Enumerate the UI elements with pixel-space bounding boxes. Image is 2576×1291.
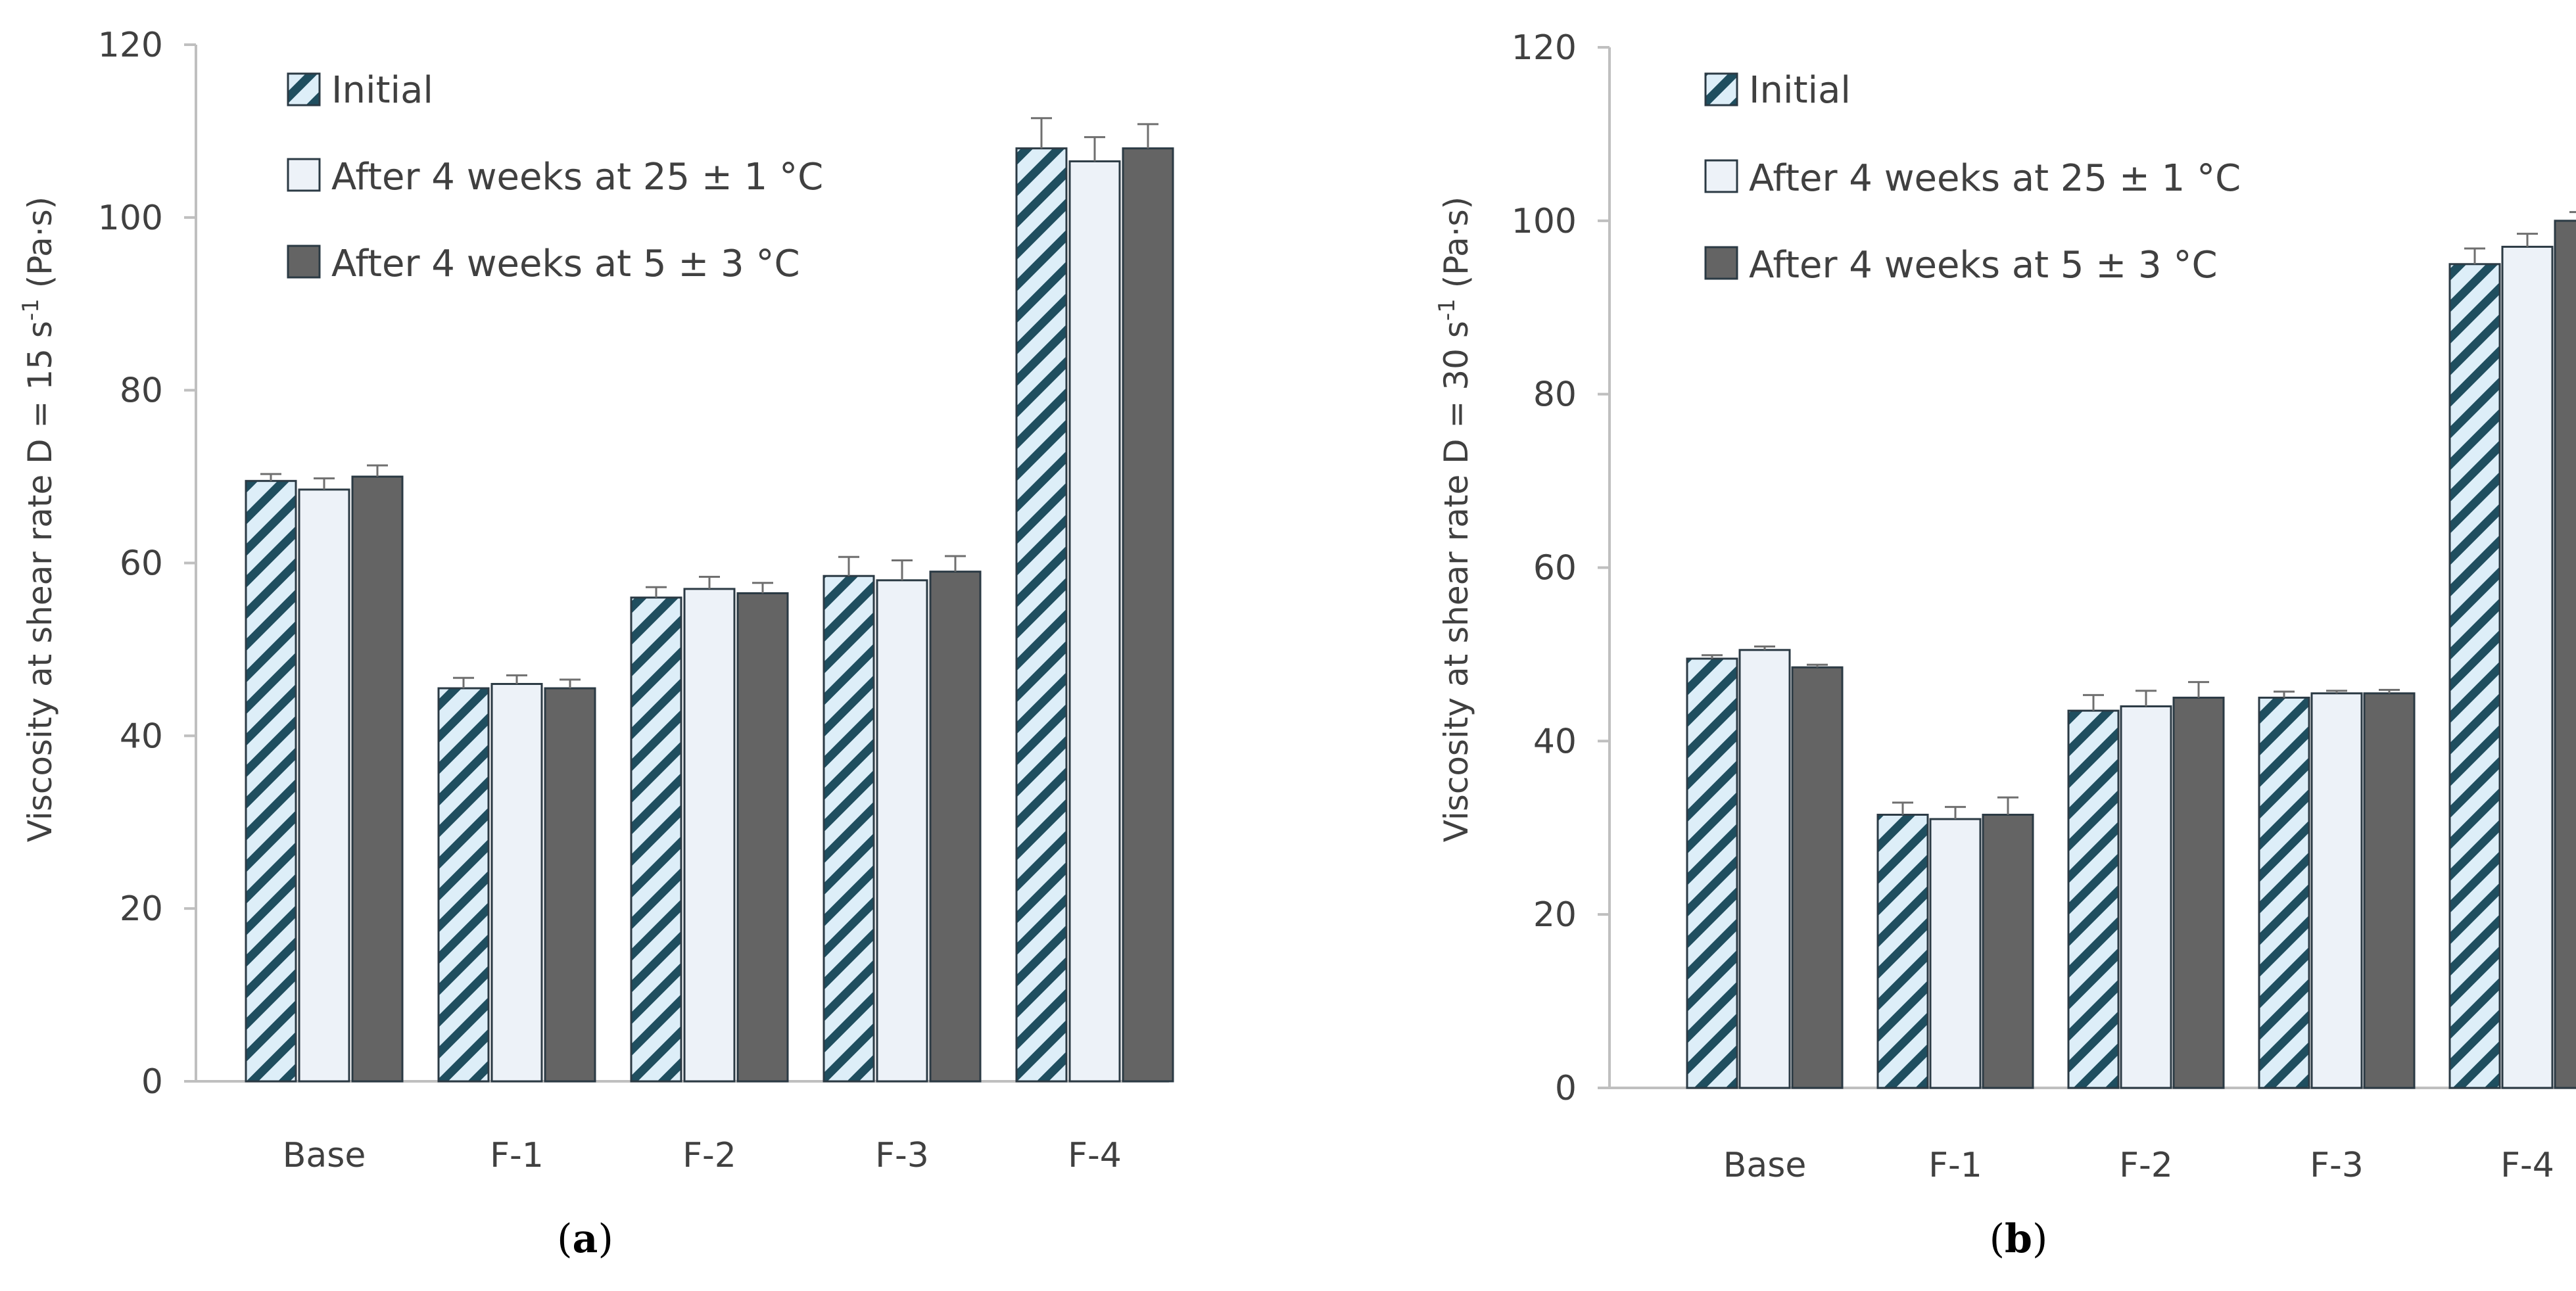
legend-item-initial: Initial bbox=[287, 69, 433, 112]
bar-25c-base bbox=[1738, 649, 1791, 1089]
y-axis-label-main: Viscosity at shear rate D = 30 s bbox=[1437, 321, 1475, 842]
bar-initial-f-1 bbox=[437, 687, 490, 1083]
bar-initial-base bbox=[245, 480, 297, 1083]
y-tick-label: 100 bbox=[1512, 202, 1577, 241]
bar-25c-f-3 bbox=[2310, 692, 2363, 1089]
y-tick-label: 20 bbox=[1533, 895, 1577, 935]
y-tick-label: 80 bbox=[120, 371, 163, 411]
bar-5c-f-3 bbox=[2363, 692, 2416, 1089]
legend-label-25c: After 4 weeks at 25 ± 1 °C bbox=[1749, 157, 2241, 200]
y-ticks-a: 0 20 40 60 80 100 120 bbox=[98, 26, 196, 1102]
y-axis-label-unit: (Pa·s) bbox=[21, 197, 59, 298]
x-category-label: F-3 bbox=[2310, 1146, 2364, 1185]
y-axis-label-main: Viscosity at shear rate D = 15 s bbox=[21, 321, 59, 842]
x-category-label: F-1 bbox=[490, 1136, 544, 1175]
bar-initial-base bbox=[1686, 657, 1738, 1089]
y-axis-label-sup: -1 bbox=[1434, 298, 1460, 321]
legend-label-initial: Initial bbox=[1749, 69, 1851, 112]
legend-label-initial: Initial bbox=[331, 69, 433, 112]
bar-5c-f-1 bbox=[544, 687, 596, 1083]
y-tick-label: 100 bbox=[98, 199, 163, 238]
chart-panel-a: 0 20 40 60 80 100 120 Base F-1 F-2 F-3 F-4 Viscosi… bbox=[18, 26, 1174, 1262]
legend-swatch-25c bbox=[1704, 159, 1738, 193]
legend-swatch-initial bbox=[1704, 72, 1738, 106]
y-tick-label: 80 bbox=[1533, 375, 1577, 415]
y-tick-label: 20 bbox=[120, 889, 163, 929]
bars-b bbox=[1686, 220, 2576, 1089]
bars-a bbox=[245, 147, 1174, 1083]
y-tick-label: 40 bbox=[1533, 722, 1577, 761]
y-tick-label: 120 bbox=[98, 26, 163, 65]
bar-initial-f-3 bbox=[823, 575, 875, 1083]
legend-label-5c: After 4 weeks at 5 ± 3 °C bbox=[331, 243, 800, 285]
x-category-label: Base bbox=[283, 1136, 366, 1175]
y-axis-label-unit: (Pa·s) bbox=[1437, 197, 1475, 298]
bar-5c-f-2 bbox=[736, 592, 789, 1083]
y-tick-label: 60 bbox=[120, 544, 163, 584]
bar-5c-f-4 bbox=[1122, 147, 1174, 1083]
x-category-label: F-2 bbox=[2119, 1146, 2173, 1185]
y-ticks-b: 0 20 40 60 80 100 120 bbox=[1512, 28, 1610, 1108]
bar-5c-f-2 bbox=[2172, 696, 2225, 1089]
y-axis-label-sup: -1 bbox=[18, 298, 44, 321]
legend-item-25c: After 4 weeks at 25 ± 1 °C bbox=[1704, 157, 2241, 200]
bar-25c-f-1 bbox=[490, 682, 543, 1083]
y-axis-label-a: Viscosity at shear rate D = 15 s-1 (Pa·s… bbox=[18, 197, 59, 842]
bar-25c-f-2 bbox=[2120, 705, 2172, 1089]
panel-letter-b: b bbox=[2005, 1216, 2032, 1262]
x-category-label: F-1 bbox=[1928, 1146, 1982, 1185]
bar-initial-f-3 bbox=[2258, 696, 2310, 1089]
y-axis-label-b: Viscosity at shear rate D = 30 s-1 (Pa·s… bbox=[1434, 197, 1475, 842]
bar-initial-f-4 bbox=[2448, 263, 2501, 1089]
legend-b: Initial After 4 weeks at 25 ± 1 °C After… bbox=[1704, 69, 2241, 287]
bar-5c-base bbox=[351, 475, 404, 1083]
panel-letter-a: a bbox=[573, 1216, 598, 1262]
bar-25c-base bbox=[298, 488, 350, 1083]
x-categories-a: Base F-1 F-2 F-3 F-4 bbox=[283, 1136, 1122, 1175]
legend-label-5c: After 4 weeks at 5 ± 3 °C bbox=[1749, 244, 2218, 287]
bar-5c-f-3 bbox=[929, 571, 982, 1083]
error-bars-b bbox=[1702, 211, 2576, 820]
legend-swatch-25c bbox=[287, 158, 321, 192]
bar-25c-f-2 bbox=[683, 588, 736, 1083]
legend-label-25c: After 4 weeks at 25 ± 1 °C bbox=[331, 156, 823, 199]
x-categories-b: Base F-1 F-2 F-3 F-4 bbox=[1723, 1146, 2554, 1185]
x-category-label: F-4 bbox=[1068, 1136, 1122, 1175]
legend-item-initial: Initial bbox=[1704, 69, 1851, 112]
panel-label-a: (a) bbox=[557, 1216, 613, 1262]
legend-item-5c: After 4 weeks at 5 ± 3 °C bbox=[1704, 244, 2218, 287]
x-category-label: F-3 bbox=[875, 1136, 929, 1175]
x-category-label: F-2 bbox=[682, 1136, 736, 1175]
y-tick-label: 60 bbox=[1533, 549, 1577, 588]
legend-a: Initial After 4 weeks at 25 ± 1 °C After… bbox=[287, 69, 823, 285]
bar-25c-f-1 bbox=[1929, 818, 1982, 1089]
y-tick-label: 40 bbox=[120, 716, 163, 756]
panel-label-b: (b) bbox=[1990, 1216, 2048, 1262]
legend-item-25c: After 4 weeks at 25 ± 1 °C bbox=[287, 156, 823, 199]
legend-swatch-initial bbox=[287, 72, 321, 106]
legend-swatch-5c bbox=[287, 245, 321, 279]
x-category-label: F-4 bbox=[2500, 1146, 2554, 1185]
bar-initial-f-4 bbox=[1015, 147, 1068, 1083]
bar-initial-f-2 bbox=[2067, 709, 2120, 1089]
bar-initial-f-1 bbox=[1876, 813, 1929, 1089]
chart-panel-b: 0 20 40 60 80 100 120 Base F-1 F-2 F-3 F-4 Viscosi… bbox=[1434, 28, 2576, 1262]
bar-5c-f-1 bbox=[1982, 813, 2034, 1089]
y-tick-label: 0 bbox=[1555, 1069, 1577, 1108]
bar-5c-f-4 bbox=[2554, 220, 2576, 1089]
x-category-label: Base bbox=[1723, 1146, 1807, 1185]
error-bars-a bbox=[260, 117, 1158, 689]
bar-25c-f-4 bbox=[2501, 245, 2554, 1089]
legend-item-5c: After 4 weeks at 5 ± 3 °C bbox=[287, 243, 800, 285]
bar-initial-f-2 bbox=[630, 596, 682, 1083]
legend-swatch-5c bbox=[1704, 246, 1738, 280]
bar-25c-f-4 bbox=[1068, 160, 1121, 1083]
y-tick-label: 0 bbox=[141, 1062, 163, 1102]
bar-5c-base bbox=[1791, 666, 1844, 1089]
y-tick-label: 120 bbox=[1512, 28, 1577, 68]
bar-25c-f-3 bbox=[876, 579, 928, 1083]
